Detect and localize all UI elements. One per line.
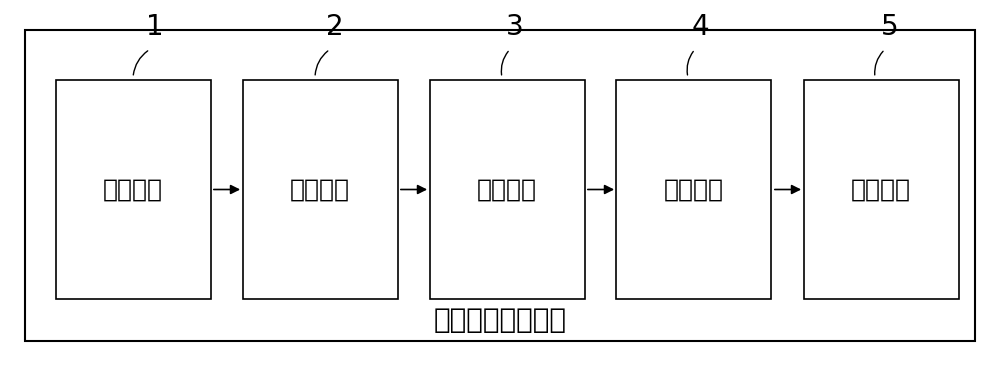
Bar: [56, 80, 211, 299]
Bar: [804, 80, 958, 299]
Text: 4: 4: [691, 13, 709, 41]
Text: 3: 3: [506, 13, 524, 41]
Text: 2: 2: [326, 13, 344, 41]
Text: 得到模块: 得到模块: [477, 177, 537, 202]
Text: 1: 1: [146, 13, 164, 41]
Text: 形成模块: 形成模块: [664, 177, 724, 202]
Bar: [25, 30, 975, 341]
Text: 获取模块: 获取模块: [103, 177, 163, 202]
Bar: [242, 80, 398, 299]
Bar: [430, 80, 584, 299]
Bar: [616, 80, 771, 299]
Text: 扫地机构图的装置: 扫地机构图的装置: [434, 306, 566, 334]
Text: 5: 5: [881, 13, 899, 41]
Text: 叠加模块: 叠加模块: [851, 177, 911, 202]
Text: 计算模块: 计算模块: [290, 177, 350, 202]
